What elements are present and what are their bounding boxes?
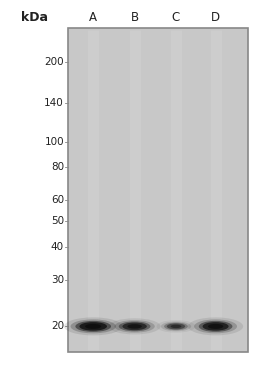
Text: 30: 30 (51, 275, 64, 285)
Text: 40: 40 (51, 242, 64, 252)
Text: 20: 20 (51, 321, 64, 331)
Ellipse shape (161, 321, 191, 331)
Ellipse shape (167, 324, 185, 329)
Ellipse shape (85, 324, 101, 329)
Ellipse shape (70, 320, 116, 333)
Ellipse shape (188, 317, 243, 335)
Ellipse shape (194, 320, 237, 333)
Ellipse shape (109, 318, 161, 335)
Text: 100: 100 (44, 137, 64, 147)
Text: kDa: kDa (20, 11, 48, 24)
Ellipse shape (202, 322, 229, 330)
Ellipse shape (127, 324, 142, 329)
Text: 60: 60 (51, 195, 64, 205)
Ellipse shape (170, 325, 182, 328)
Ellipse shape (208, 324, 223, 329)
Ellipse shape (164, 322, 188, 330)
Ellipse shape (79, 322, 107, 330)
Text: 140: 140 (44, 98, 64, 108)
Text: 50: 50 (51, 216, 64, 226)
Text: D: D (211, 11, 220, 24)
Ellipse shape (157, 320, 195, 333)
Ellipse shape (122, 322, 147, 330)
Bar (68, 28, 248, 352)
Text: 200: 200 (44, 57, 64, 67)
Ellipse shape (75, 321, 111, 332)
Text: A: A (89, 11, 97, 24)
Text: C: C (172, 11, 180, 24)
Ellipse shape (199, 321, 232, 332)
Ellipse shape (64, 317, 122, 335)
Text: 80: 80 (51, 163, 64, 172)
Ellipse shape (119, 321, 151, 331)
Ellipse shape (114, 320, 155, 333)
Text: B: B (131, 11, 139, 24)
